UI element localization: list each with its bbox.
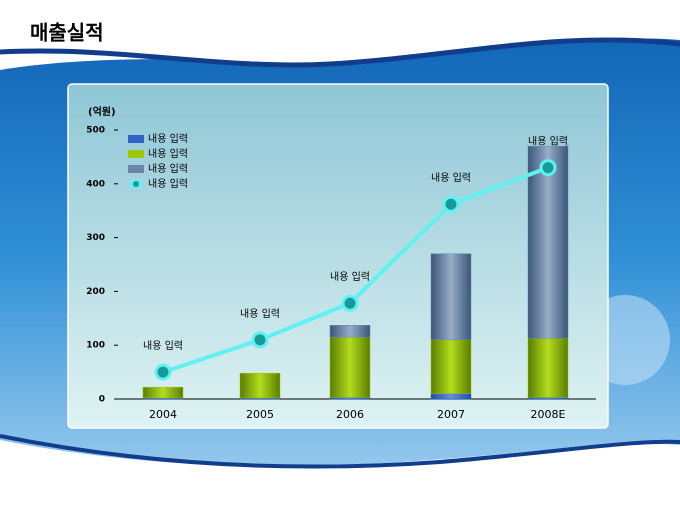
bar-segment xyxy=(430,339,472,394)
bar-segment xyxy=(142,386,184,399)
legend-label: 내용 입력 xyxy=(148,132,188,145)
bar-segment xyxy=(527,145,569,339)
x-tick-label: 2006 xyxy=(336,408,364,421)
plot-area: 0 100 200 300 400 500 2004 2005 2006 2007 2008E 내용 … xyxy=(86,126,569,421)
y-axis-unit: (억원) xyxy=(88,105,116,118)
x-tick-label: 2008E xyxy=(531,408,566,421)
bar-segment xyxy=(239,372,281,399)
chart-panel xyxy=(67,83,609,429)
line-marker xyxy=(341,294,359,312)
x-tick-label: 2007 xyxy=(437,408,465,421)
legend-swatch xyxy=(128,150,144,158)
bar-segment xyxy=(527,337,569,398)
top-curve xyxy=(0,37,680,68)
y-tick-label: 300 xyxy=(86,233,105,243)
line-marker xyxy=(539,159,557,177)
bottom-curve xyxy=(0,434,680,469)
x-tick-label: 2004 xyxy=(149,408,177,421)
line-marker xyxy=(251,331,269,349)
bar-segment xyxy=(329,325,371,338)
bar-segment xyxy=(430,393,472,400)
y-tick-label: 200 xyxy=(86,287,105,297)
x-tick-label: 2005 xyxy=(246,408,274,421)
point-label: 내용 입력 xyxy=(528,135,568,148)
slide-title: 매출실적 xyxy=(30,21,104,45)
point-label: 내용 입력 xyxy=(240,307,280,320)
point-label: 내용 입력 xyxy=(330,270,370,283)
y-tick-label: 100 xyxy=(86,341,105,351)
top-band xyxy=(0,0,680,70)
bar-segment xyxy=(430,253,472,341)
point-label: 내용 입력 xyxy=(143,339,183,352)
y-tick-label: 0 xyxy=(99,395,105,405)
legend-marker xyxy=(131,179,141,189)
bottom-band xyxy=(0,440,680,510)
legend-swatch xyxy=(128,165,144,173)
line-marker xyxy=(154,363,172,381)
y-tick-label: 400 xyxy=(86,179,105,189)
legend-swatch xyxy=(128,135,144,143)
line-marker xyxy=(442,195,460,213)
bar-segment xyxy=(329,336,371,398)
point-label: 내용 입력 xyxy=(431,171,471,184)
legend-label: 내용 입력 xyxy=(148,147,188,160)
legend-label: 내용 입력 xyxy=(148,162,188,175)
y-tick-label: 500 xyxy=(86,126,105,136)
legend-label: 내용 입력 xyxy=(148,177,188,190)
